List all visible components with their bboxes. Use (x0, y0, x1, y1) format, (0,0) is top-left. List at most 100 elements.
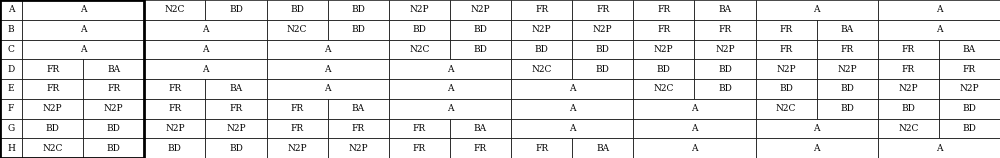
Text: N2P: N2P (471, 5, 490, 14)
Text: N2P: N2P (654, 45, 674, 54)
Text: N2C: N2C (531, 65, 552, 74)
Text: N2C: N2C (287, 25, 307, 34)
Text: BD: BD (351, 25, 365, 34)
Text: BD: BD (535, 45, 548, 54)
Text: A: A (936, 25, 942, 34)
Bar (633, 79, 694, 99)
Bar (266, 20, 328, 40)
Bar (83, 118, 144, 138)
Bar (328, 118, 389, 138)
Text: FR: FR (229, 104, 242, 113)
Bar (511, 138, 572, 158)
Bar (205, 138, 266, 158)
Text: N2P: N2P (165, 124, 185, 133)
Bar (328, 99, 389, 118)
Text: A: A (569, 124, 575, 133)
Text: A: A (569, 84, 575, 93)
Bar (0, 20, 22, 40)
Bar (389, 40, 450, 59)
Bar (817, 40, 878, 59)
Text: N2P: N2P (593, 25, 612, 34)
Text: FR: FR (413, 144, 426, 153)
Bar (389, 59, 511, 79)
Text: BD: BD (107, 144, 121, 153)
Text: N2C: N2C (898, 124, 918, 133)
Text: A: A (80, 45, 86, 54)
Bar (939, 59, 1000, 79)
Text: G: G (7, 124, 15, 133)
Bar (450, 20, 511, 40)
Bar (144, 40, 266, 59)
Text: A: A (691, 124, 698, 133)
Bar (878, 40, 939, 59)
Text: BD: BD (290, 5, 304, 14)
Bar (756, 59, 817, 79)
Text: A: A (324, 84, 331, 93)
Bar (450, 0, 511, 20)
Bar (817, 59, 878, 79)
Text: BA: BA (596, 144, 609, 153)
Text: N2P: N2P (348, 144, 368, 153)
Bar (389, 79, 511, 99)
Text: BA: BA (352, 104, 365, 113)
Bar (266, 40, 389, 59)
Text: A: A (691, 104, 698, 113)
Bar (450, 40, 511, 59)
Text: N2C: N2C (409, 45, 430, 54)
Text: FR: FR (535, 144, 548, 153)
Text: FR: FR (535, 5, 548, 14)
Bar (694, 20, 756, 40)
Text: FR: FR (841, 45, 854, 54)
Text: FR: FR (596, 5, 609, 14)
Bar (0, 0, 144, 158)
Text: F: F (8, 104, 14, 113)
Text: BD: BD (718, 84, 732, 93)
Bar (939, 40, 1000, 59)
Bar (817, 20, 878, 40)
Bar (511, 99, 633, 118)
Text: BD: BD (718, 65, 732, 74)
Bar (756, 40, 817, 59)
Bar (205, 79, 266, 99)
Bar (878, 99, 939, 118)
Text: A: A (813, 5, 820, 14)
Bar (144, 118, 205, 138)
Text: BD: BD (412, 25, 426, 34)
Text: BD: BD (46, 124, 60, 133)
Text: BD: BD (962, 124, 976, 133)
Bar (389, 138, 450, 158)
Text: A: A (936, 144, 942, 153)
Bar (0, 79, 22, 99)
Bar (511, 59, 572, 79)
Text: A: A (691, 144, 698, 153)
Text: N2P: N2P (776, 65, 796, 74)
Bar (878, 79, 939, 99)
Text: B: B (8, 25, 14, 34)
Bar (633, 59, 694, 79)
Text: N2P: N2P (43, 104, 62, 113)
Text: FR: FR (46, 65, 59, 74)
Text: BD: BD (962, 104, 976, 113)
Text: N2P: N2P (532, 25, 551, 34)
Text: N2P: N2P (715, 45, 735, 54)
Bar (22, 99, 83, 118)
Bar (633, 138, 756, 158)
Text: A: A (202, 25, 209, 34)
Text: A: A (447, 104, 453, 113)
Bar (0, 40, 22, 59)
Bar (266, 118, 328, 138)
Bar (878, 0, 1000, 20)
Bar (328, 20, 389, 40)
Bar (266, 138, 328, 158)
Bar (22, 40, 144, 59)
Bar (144, 99, 205, 118)
Bar (878, 118, 939, 138)
Bar (328, 138, 389, 158)
Bar (756, 79, 817, 99)
Text: BA: BA (229, 84, 242, 93)
Text: BD: BD (474, 25, 487, 34)
Text: BD: BD (229, 5, 243, 14)
Text: N2P: N2P (837, 65, 857, 74)
Bar (0, 138, 22, 158)
Text: BA: BA (718, 5, 732, 14)
